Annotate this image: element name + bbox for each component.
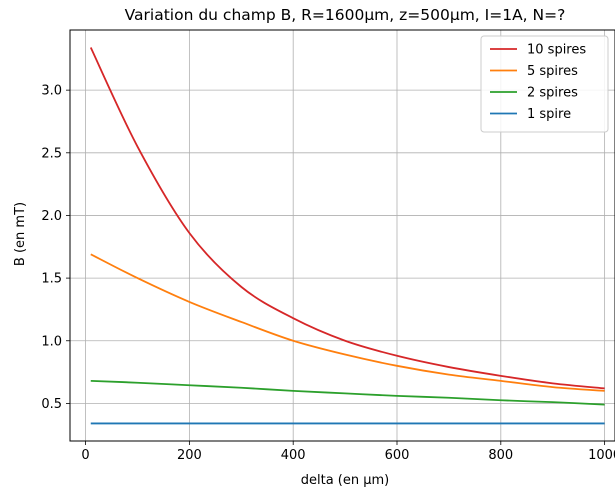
series-lines	[89, 47, 605, 425]
x-tick-label: 400	[281, 448, 306, 463]
y-tick-label: 2.0	[41, 209, 62, 224]
series-line-1	[90, 253, 605, 392]
chart-title: Variation du champ B, R=1600µm, z=500µm,…	[125, 6, 566, 24]
x-axis-label: delta (en µm)	[301, 473, 390, 488]
y-tick-label: 1.0	[41, 334, 62, 349]
x-tick-label: 800	[488, 448, 513, 463]
x-tick-label: 200	[177, 448, 202, 463]
series-line-2	[90, 379, 605, 406]
y-tick-label: 0.5	[41, 397, 62, 412]
y-tick-label: 2.5	[41, 146, 62, 161]
y-axis-label: B (en mT)	[13, 202, 28, 266]
x-tick-label: 600	[385, 448, 410, 463]
y-tick-label: 1.5	[41, 272, 62, 287]
series-line-0	[89, 47, 605, 390]
y-tick-label: 3.0	[41, 84, 62, 99]
legend-label: 1 spire	[527, 107, 571, 122]
legend-box	[480, 35, 609, 133]
legend: 10 spires 5 spires 2 spires 1 spire	[480, 35, 609, 133]
legend-label: 10 spires	[527, 43, 586, 58]
legend-label: 5 spires	[527, 64, 578, 79]
x-tick-label: 0	[81, 448, 89, 463]
plot-frame	[69, 29, 615, 442]
legend-label: 2 spires	[527, 86, 578, 101]
